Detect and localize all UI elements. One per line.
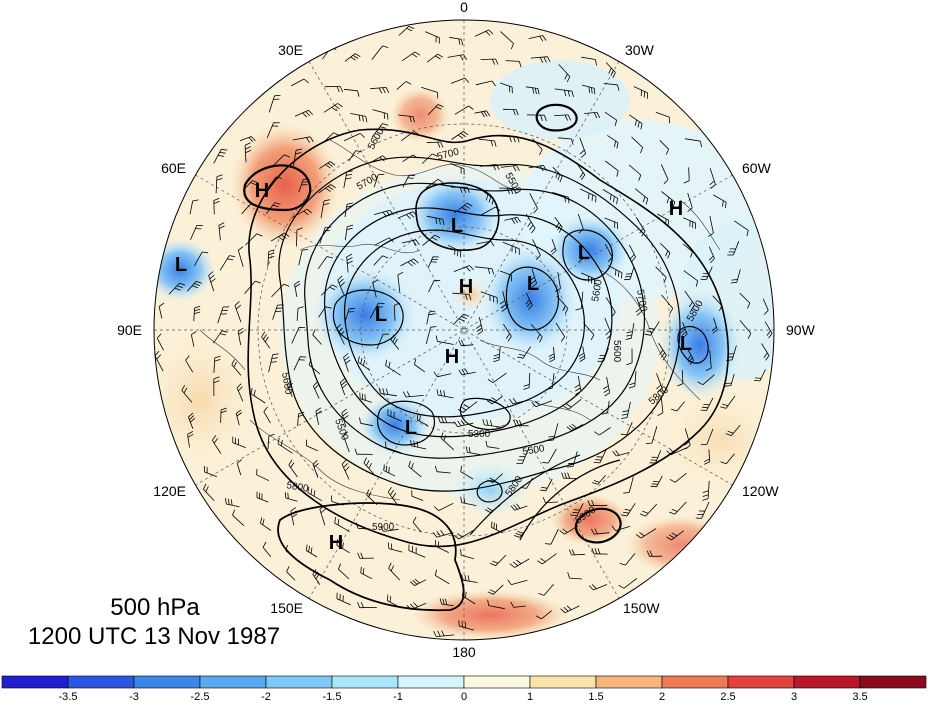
pressure-center-l: L (375, 304, 387, 326)
pressure-center-l: L (527, 273, 539, 295)
colorbar-swatch (794, 676, 860, 688)
colorbar-tick-label: 2 (659, 691, 665, 702)
pressure-center-h: H (255, 180, 269, 202)
level-caption: 500 hPa (30, 594, 280, 622)
wind-barb-feather (754, 380, 760, 381)
colorbar-tick-label: 3.5 (852, 691, 867, 702)
pressure-center-h: H (459, 276, 473, 298)
wind-barb (214, 201, 215, 215)
wind-barb-feather (461, 549, 462, 555)
colorbar-swatch (398, 676, 464, 688)
lon-label-60e: 60E (161, 160, 186, 176)
colorbar: -3.5 -3 -2.5 -2 -1.5 -1 0 1 1.5 2 2.5 3 3.5 (2, 676, 926, 702)
wind-barb-feather (594, 462, 600, 463)
colorbar-tick-label: -3.5 (59, 691, 78, 702)
colorbar-swatch (530, 676, 596, 688)
contour-label: 5600 (611, 340, 622, 363)
lon-label-180: 180 (452, 644, 476, 660)
lon-label-30w: 30W (625, 42, 655, 58)
wind-barb-feather (455, 249, 456, 255)
colorbar-swatch (860, 676, 926, 688)
wind-barb-feather (703, 404, 709, 405)
colorbar-tick-label: 3 (791, 691, 797, 702)
lon-label-150w: 150W (623, 600, 660, 616)
wind-barb-feather (565, 196, 566, 202)
wind-barb-feather (494, 523, 495, 529)
lon-label-120e: 120E (153, 483, 186, 499)
wind-barb-feather (728, 354, 734, 355)
lon-label-30e: 30E (278, 42, 303, 58)
lon-label-60w: 60W (742, 160, 772, 176)
wind-barb-feather (597, 457, 603, 458)
wind-barb (221, 410, 222, 423)
colorbar-tick-label: 2.5 (720, 691, 735, 702)
lon-label-120w: 120W (742, 483, 779, 499)
wind-barb-feather (755, 378, 761, 379)
contour-label: 5300 (468, 429, 491, 440)
contour-label: 5900 (372, 522, 395, 533)
pressure-center-l: L (578, 242, 590, 264)
colorbar-tick-label: -2 (261, 691, 271, 702)
colorbar-swatch (134, 676, 200, 688)
colorbar-tick-label: -2.5 (191, 691, 210, 702)
lon-label-0: 0 (460, 0, 468, 15)
pressure-center-l: L (451, 215, 463, 237)
wind-barb-feather (438, 541, 439, 547)
colorbar-swatch (596, 676, 662, 688)
colorbar-swatch (200, 676, 266, 688)
colorbar-tick-label: 0 (461, 691, 467, 702)
lon-label-90e: 90E (117, 322, 142, 338)
colorbar-swatch (68, 676, 134, 688)
wind-barb-feather (460, 252, 461, 258)
colorbar-swatch (2, 676, 68, 688)
colorbar-tick-label: 1 (527, 691, 533, 702)
colorbar-swatch (728, 676, 794, 688)
wind-barb-feather (646, 443, 652, 444)
time-caption: 1200 UTC 13 Nov 1987 (4, 623, 304, 651)
pressure-center-l: L (405, 417, 417, 439)
colorbar-tick-label: -3 (129, 691, 139, 702)
wind-barb-feather (389, 467, 390, 473)
wind-barb-feather (496, 524, 497, 530)
colorbar-tick-label: 1.5 (588, 691, 603, 702)
colorbar-swatch (662, 676, 728, 688)
wind-barb-feather (333, 45, 339, 47)
pressure-center-h: H (329, 532, 343, 554)
wind-barb-feather (492, 521, 493, 527)
pressure-center-l: L (175, 254, 187, 276)
pressure-center-l: L (680, 333, 692, 355)
colorbar-swatch (464, 676, 530, 688)
wind-barb-feather (727, 357, 733, 358)
colorbar-swatch (332, 676, 398, 688)
wind-barb (689, 167, 690, 180)
colorbar-tick-label: -1 (393, 691, 403, 702)
colorbar-swatch (266, 676, 332, 688)
colorbar-tick-label: -1.5 (323, 691, 342, 702)
lon-label-90w: 90W (786, 322, 816, 338)
wind-barb-feather (288, 493, 289, 499)
pressure-center-h: H (445, 346, 459, 368)
wind-barb-feather (409, 175, 415, 176)
pressure-center-h: H (669, 198, 683, 220)
